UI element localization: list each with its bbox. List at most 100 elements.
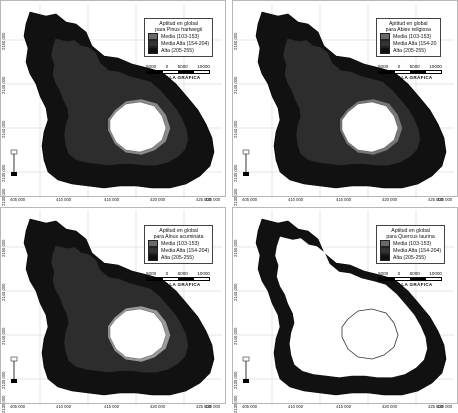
legend-item: Alta (205-255) [148,47,209,55]
legend-label: Media (103-153) [393,240,432,247]
legend-swatch [148,33,158,41]
x-tick-label: 420 000 [150,197,166,202]
legend-swatch [148,240,158,248]
map-panel-quercus: Aptitud en global para Quercus laurina Med… [232,207,458,413]
y-tick-label: 2140 000 [233,327,238,345]
north-arrow-icon [242,356,250,383]
map-canvas [0,0,226,198]
map-legend: Aptitud en global para Pinus hartwegii Med… [144,18,214,58]
north-arrow-icon [242,149,250,176]
legend-label: Media Alta (154-204) [161,40,210,47]
scale-tick-label: 5000 [146,271,157,276]
scale-bar: 5000 0 5000 10000 ESCALA GRÁFICA [378,271,442,287]
map-panel-abies: Aptitud en global para Abies religiosa Med… [232,0,458,206]
x-tick-label: 415 000 [336,197,352,202]
scale-tick-label: 5000 [409,64,420,69]
x-tick-label: 420 000 [382,197,398,202]
legend-item: Media Alta (154-204) [148,247,210,255]
x-tick-label: 405 000 [10,404,26,409]
y-tick-label: 2135 000 [233,371,238,389]
y-tick-label: 2150 000 [1,239,6,257]
crater-area [109,308,167,360]
x-tick-label: 425 000 [428,404,444,409]
scale-tick-label: 5000 [177,64,188,69]
x-tick-label: 410 000 [288,197,304,202]
map-legend: Aptitud en global para Alnus acuminata Med… [144,225,214,265]
y-tick-label: 2135 000 [233,164,238,182]
legend-item: Media (103-153) [148,33,209,41]
scale-caption: ESCALA GRÁFICA [155,75,201,80]
x-tick-label: 420 000 [382,404,398,409]
legend-label: Media (103-153) [161,33,200,40]
x-tick-label: 425 000 [196,404,212,409]
legend-title: Aptitud en global [159,21,198,27]
legend-title: Aptitud en global [388,21,428,27]
legend-label: Alta (205-255) [393,47,426,54]
x-tick-label: 405 000 [242,404,258,409]
x-tick-label: 410 000 [56,404,72,409]
y-tick-label: 2130 000 [233,188,238,206]
y-tick-label: 2145 000 [233,76,238,94]
y-tick-label: 2135 000 [1,164,6,182]
x-tick-label: 425 000 [196,197,212,202]
map-canvas [232,207,458,405]
scale-tick-label: 10000 [197,271,210,276]
scale-bar: 5000 0 5000 10000 ESCALA GRÁFICA [146,271,210,287]
legend-subtitle: para Alnus acuminata [153,234,204,241]
legend-item: Alta (205-255) [380,47,437,55]
legend-swatch [380,254,390,262]
legend-label: Alta (205-255) [393,254,426,261]
legend-swatch [148,247,158,255]
crater-area [341,101,399,153]
scale-bar-graphic [146,277,210,281]
scale-tick-label: 0 [397,271,401,276]
x-tick-label: 405 000 [10,197,26,202]
scale-ticks: 5000 0 5000 10000 [146,271,210,276]
crater-area [341,308,399,360]
legend-swatch [380,240,390,248]
scale-caption: ESCALA GRÁFICA [155,282,201,287]
scale-ticks: 5000 0 5000 10000 [378,64,442,69]
crater-area [109,101,167,153]
y-tick-label: 2150 000 [233,239,238,257]
scale-bar: 5000 0 5000 10000 ESCALA GRÁFICA [378,64,442,80]
legend-label: Alta (205-255) [161,254,194,261]
x-tick-label: 405 000 [242,197,258,202]
legend-title: Aptitud en global [159,228,198,234]
scale-tick-label: 0 [165,271,169,276]
scale-bar-graphic [146,70,210,74]
legend-label: Media Alta (154-20 [393,40,437,47]
map-canvas [232,0,458,198]
x-tick-label: 415 000 [336,404,352,409]
y-tick-label: 2140 000 [1,120,6,138]
x-tick-label: 415 000 [104,404,120,409]
legend-swatch [148,47,158,55]
legend-swatch [380,247,390,255]
legend-item: Alta (205-255) [380,254,441,262]
x-tick-label: 410 000 [56,197,72,202]
y-tick-label: 2145 000 [233,283,238,301]
y-tick-label: 2135 000 [1,371,6,389]
legend-item: Alta (205-255) [148,254,209,262]
north-arrow-icon [10,149,18,176]
legend-item: Media Alta (154-20 [380,40,437,48]
x-tick-label: 415 000 [104,197,120,202]
legend-label: Media (103-153) [393,33,432,40]
legend-label: Media Alta (154-204) [161,247,210,254]
legend-swatch [380,33,390,41]
legend-title: Aptitud en global [391,228,430,234]
legend-swatch [380,40,390,48]
y-tick-label: 2150 000 [233,32,238,50]
legend-swatch [148,254,158,262]
legend-label: Media Alta (154-204) [393,247,442,254]
scale-tick-label: 5000 [378,64,389,69]
legend-item: Media (103-153) [380,33,437,41]
x-tick-label: 410 000 [288,404,304,409]
x-tick-label: 430 000 [205,197,221,202]
scale-ticks: 5000 0 5000 10000 [146,64,210,69]
scale-tick-label: 5000 [409,271,420,276]
scale-tick-label: 5000 [146,64,157,69]
legend-subtitle: para Pinus hartwegii [155,27,203,34]
scale-bar-graphic [378,70,442,74]
map-panel-alnus: Aptitud en global para Alnus acuminata Med… [0,207,226,413]
